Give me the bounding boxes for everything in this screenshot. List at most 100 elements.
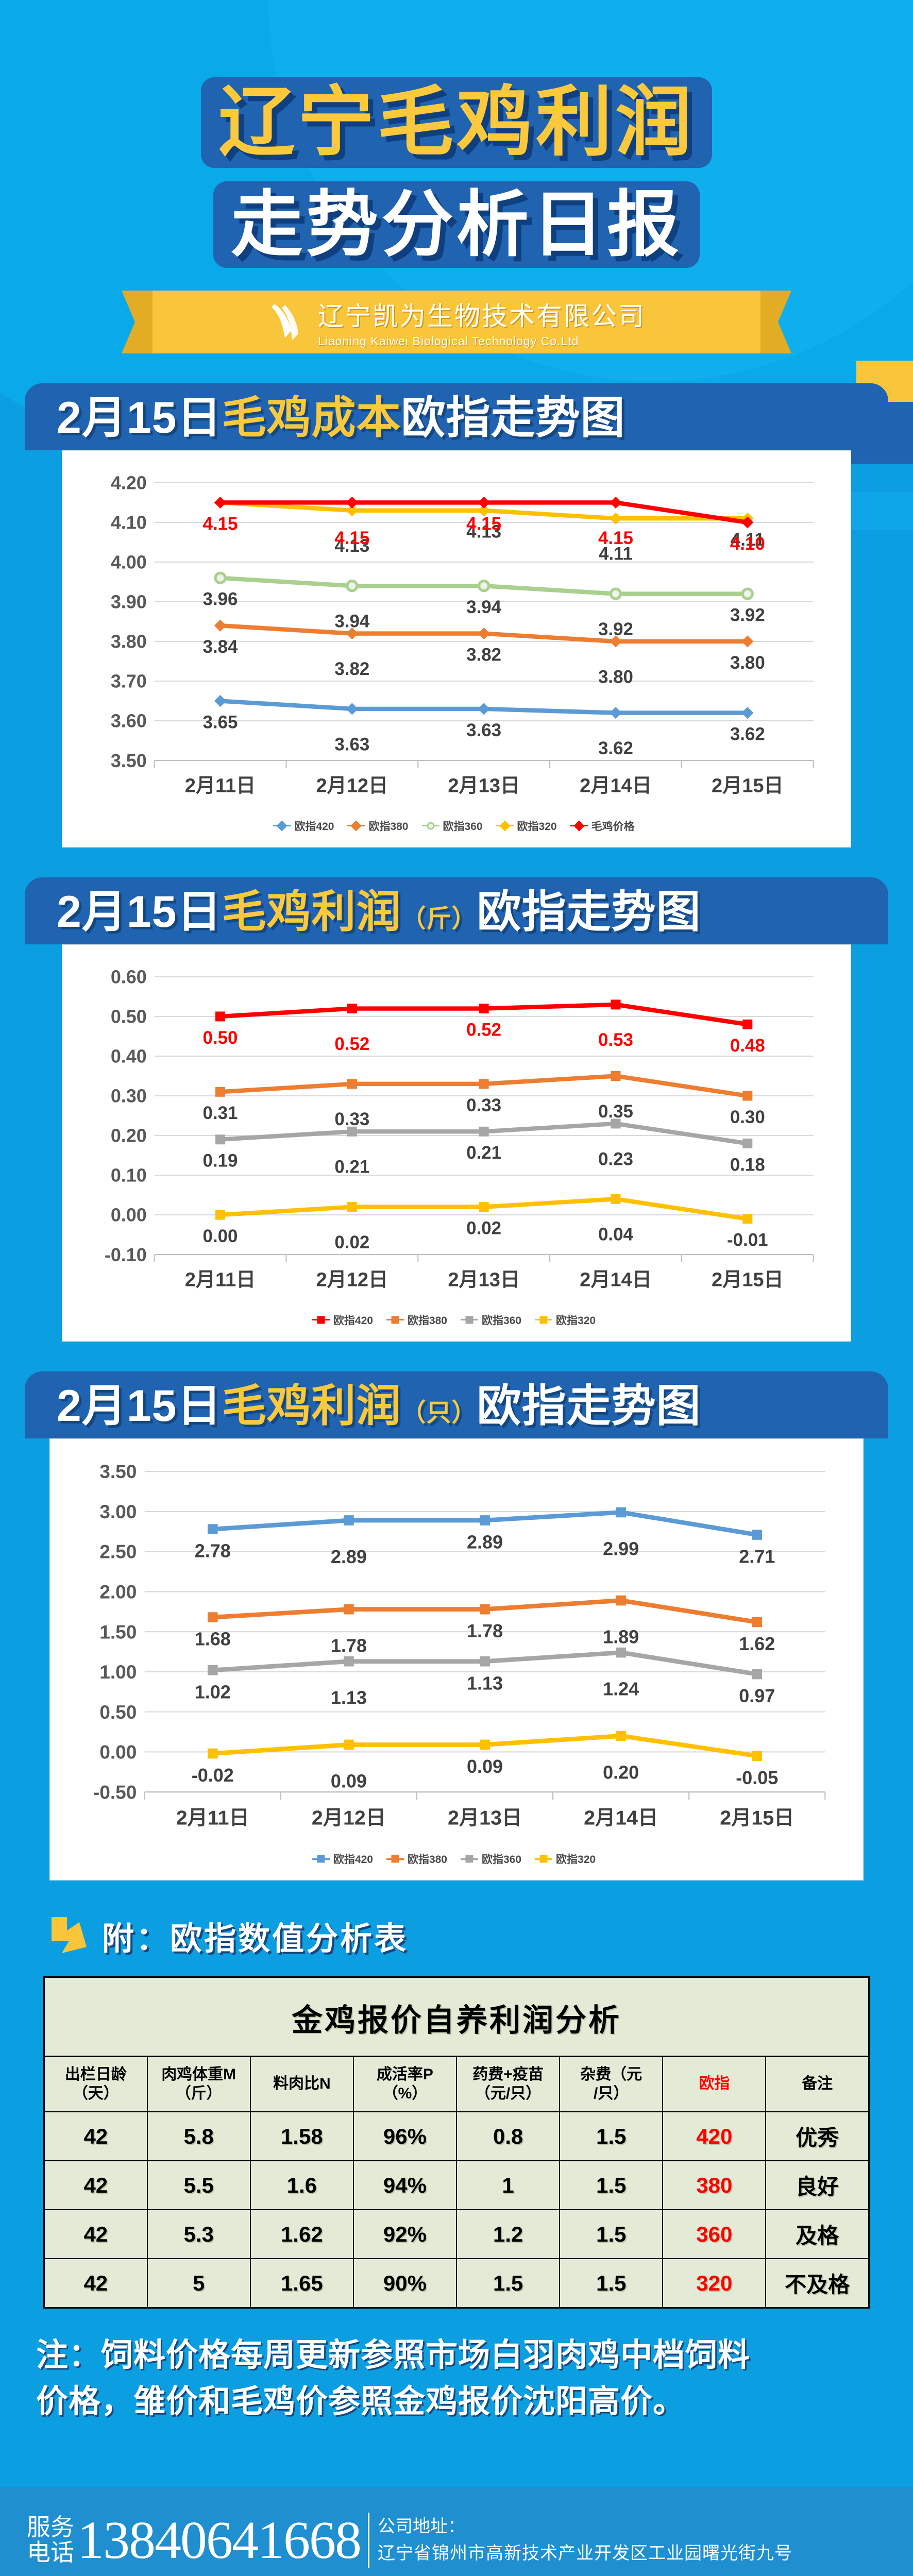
data-point-label: 2.99 xyxy=(603,1538,639,1559)
y-axis-tick-label: 2.00 xyxy=(99,1581,137,1603)
section3-unit: （只） xyxy=(401,1399,477,1427)
data-point-label: 0.30 xyxy=(730,1107,765,1127)
table-cell: 1 xyxy=(455,2160,561,2211)
service-phone-block: 服务 电话 13840641668 xyxy=(27,2510,362,2571)
legend-label: 欧指420 xyxy=(333,1314,373,1327)
profit-zhi-line-chart: -0.50 0.00 0.50 1.00 1.50 2.00 2.50 3.00 3.50 2.7… xyxy=(93,1461,826,1829)
attachment-heading: 附：欧指数值分析表 xyxy=(49,1912,913,1959)
legend-cost: 欧指420 欧指380 欧指360 欧指320 毛鸡价格 xyxy=(73,818,835,834)
table-header-cell: 出栏日龄 （天） xyxy=(43,2056,148,2113)
table-cell: 1.5 xyxy=(455,2258,561,2309)
data-point-label: 3.62 xyxy=(598,738,633,758)
y-axis-tick-label: 0.30 xyxy=(111,1086,147,1107)
table-cell: 1.5 xyxy=(559,2160,664,2211)
legend-marker-icon xyxy=(461,1855,478,1863)
y-axis-tick-label: 0.00 xyxy=(99,1741,137,1763)
footnote-line1: 注：饲料价格每周更新参照市场白羽肉鸡中档饲料 xyxy=(36,2337,751,2374)
legend-marker-icon xyxy=(535,1316,553,1324)
data-point-label: 3.80 xyxy=(730,653,765,673)
y-axis-tick-label: 4.20 xyxy=(111,472,147,494)
masthead: 辽宁毛鸡利润 走势分析日报 xyxy=(0,0,913,268)
legend-marker-icon xyxy=(312,1855,330,1863)
section3-suffix: 欧指走势图 xyxy=(477,1381,701,1431)
data-point-label: 3.63 xyxy=(334,735,369,755)
table-cell: 1.58 xyxy=(249,2111,354,2162)
company-address-block: 公司地址： 辽宁省锦州市高新技术产业开发区工业园曙光街九号 xyxy=(378,2513,792,2567)
data-point-label: 4.13 xyxy=(334,536,369,556)
data-point-label: 3.80 xyxy=(598,667,633,687)
profit-jin-line-chart: -0.10 0.00 0.10 0.20 0.30 0.40 0.50 0.60 0.50 0.5… xyxy=(105,967,814,1291)
table-header-cell: 备注 xyxy=(765,2056,870,2113)
data-point-label: 3.63 xyxy=(466,720,501,740)
table-cell: 320 xyxy=(662,2258,767,2309)
section1-date: 2月15日 xyxy=(57,393,222,443)
data-point-label: 1.68 xyxy=(195,1629,231,1650)
data-point-label: 4.10 xyxy=(730,534,765,554)
data-point-label: 0.48 xyxy=(730,1036,765,1056)
x-axis-tick-label: 2月11日 xyxy=(185,1269,256,1291)
data-point-label: 0.02 xyxy=(334,1232,369,1252)
legend-item: 欧指320 xyxy=(535,1851,596,1867)
table-cell: 94% xyxy=(352,2160,458,2211)
section1-highlight: 毛鸡成本 xyxy=(222,393,401,443)
data-point-label: 4.15 xyxy=(334,528,369,548)
data-point-label: 3.94 xyxy=(334,612,369,632)
legend-marker-icon xyxy=(421,822,439,830)
legend-marker-icon xyxy=(535,1855,553,1863)
data-point-label: 4.15 xyxy=(203,514,238,534)
data-point-label: 4.15 xyxy=(203,514,238,534)
cost-line-chart: 3.50 3.60 3.70 3.80 3.90 4.00 4.10 4.20 3.65 3.63… xyxy=(111,472,814,797)
table-cell: 5 xyxy=(146,2258,251,2309)
y-axis-tick-label: 4.00 xyxy=(111,552,147,573)
data-point-label: 1.89 xyxy=(603,1626,639,1647)
section-profit-jin-chart: 2月15日毛鸡利润（斤）欧指走势图 -0.10 0.00 0.10 0.20 0.30 0… xyxy=(0,877,913,1342)
x-axis-tick-label: 2月15日 xyxy=(712,1269,784,1291)
legend-marker-icon xyxy=(273,820,291,832)
x-axis-tick-label: 2月12日 xyxy=(312,1807,386,1829)
legend-profit-zhi: 欧指420 欧指380 欧指360 欧指320 xyxy=(60,1851,848,1867)
table-cell: 1.2 xyxy=(455,2209,561,2260)
table-cell: 1.62 xyxy=(249,2209,354,2260)
data-point-label: 0.19 xyxy=(203,1151,238,1171)
table-cell: 1.6 xyxy=(249,2160,354,2211)
footnote-line2: 价格，雏价和毛鸡价参照金鸡报价沈阳高价。 xyxy=(36,2384,686,2420)
attachment-title: 附：欧指数值分析表 xyxy=(102,1921,409,1957)
y-axis-tick-label: -0.50 xyxy=(93,1781,137,1803)
y-axis-tick-label: 3.80 xyxy=(111,631,147,652)
data-point-label: 1.24 xyxy=(603,1679,639,1700)
legend-label: 欧指380 xyxy=(407,1314,447,1327)
table-body: 42 5.8 1.58 96% 0.8 1.5 420 优秀 42 5.5 1.6 94% 1 1.5 38… xyxy=(43,2111,870,2309)
section2-highlight: 毛鸡利润 xyxy=(222,887,401,937)
data-point-label: 4.15 xyxy=(598,528,633,548)
legend-item: 欧指320 xyxy=(496,818,557,834)
data-point-label: 0.52 xyxy=(334,1034,369,1054)
data-point-label: 1.13 xyxy=(467,1672,503,1693)
table-cell: 42 xyxy=(43,2209,148,2260)
table-row: 42 5.3 1.62 92% 1.2 1.5 360 及格 xyxy=(43,2209,870,2260)
data-point-label: 0.09 xyxy=(331,1770,367,1791)
phone-number[interactable]: 13840641668 xyxy=(77,2510,362,2570)
data-point-label: 0.21 xyxy=(334,1157,369,1177)
table-header-cell: 药费+疫苗 （元/只） xyxy=(455,2056,561,2113)
table-cell: 及格 xyxy=(765,2209,870,2260)
table-row: 42 5 1.65 90% 1.5 1.5 320 不及格 xyxy=(43,2258,870,2309)
table-cell: 优秀 xyxy=(765,2111,870,2162)
x-axis-tick-label: 2月14日 xyxy=(584,1807,658,1829)
legend-item: 毛鸡价格 xyxy=(570,818,635,834)
legend-item: 欧指420 xyxy=(312,1312,373,1328)
legend-item: 欧指360 xyxy=(461,1851,521,1867)
table-cell: 42 xyxy=(43,2160,148,2211)
data-point-label: 3.94 xyxy=(466,597,501,617)
data-point-label: 0.20 xyxy=(603,1761,639,1783)
table-head: 出栏日龄 （天） 肉鸡体重M （斤） 料肉比N 成活率P （%） 药费+疫苗 （元/只） 杂费（元… xyxy=(43,2056,870,2113)
phone-label-line2: 电话 xyxy=(27,2539,74,2566)
legend-label: 欧指420 xyxy=(333,1854,373,1866)
data-point-label: 3.92 xyxy=(730,605,765,625)
table-cell: 1.5 xyxy=(559,2111,664,2162)
x-axis-tick-label: 2月15日 xyxy=(720,1807,794,1829)
x-axis-tick-label: 2月13日 xyxy=(448,1807,522,1829)
section-profit-zhi-chart: 2月15日毛鸡利润（只）欧指走势图 -0.50 0.00 0.50 1.00 1.50 2… xyxy=(0,1371,913,1881)
data-point-label: -0.01 xyxy=(727,1230,768,1250)
table-header-cell: 杂费（元/只） xyxy=(559,2056,664,2113)
y-axis-tick-label: 1.00 xyxy=(99,1661,137,1683)
